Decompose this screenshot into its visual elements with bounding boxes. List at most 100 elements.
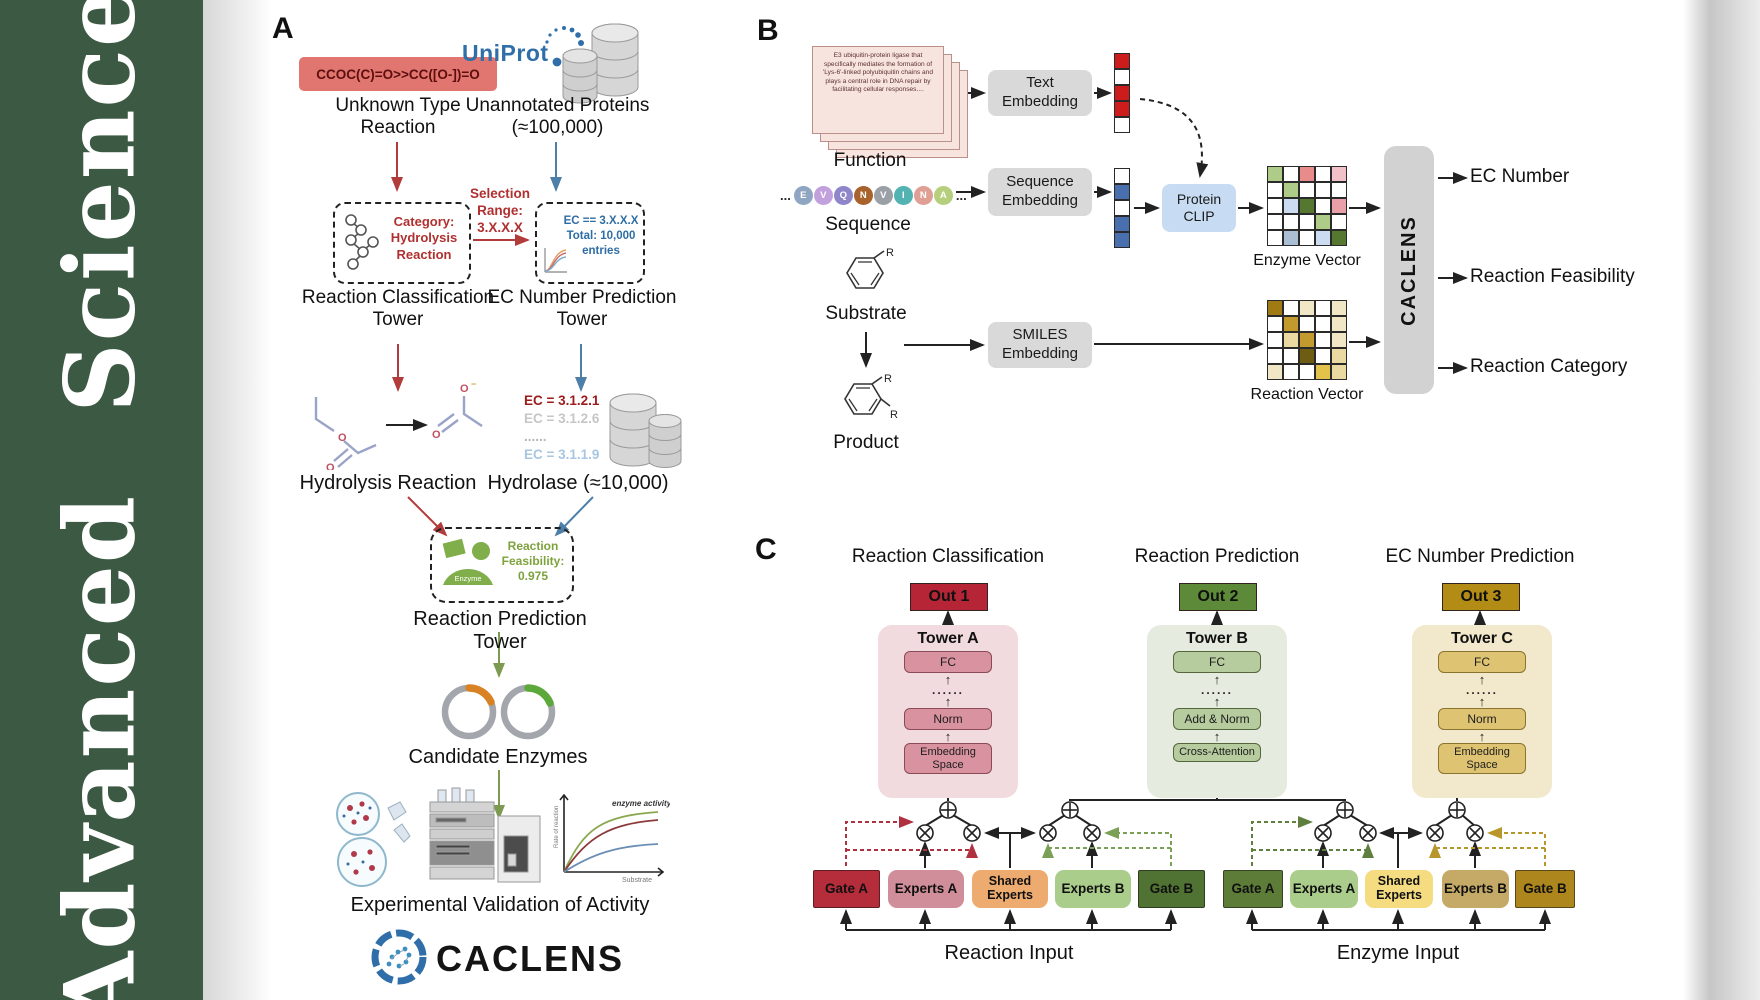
unknown-reaction-label: Unknown Type Reaction [335, 95, 461, 139]
enzyme-activity-plot: enzyme activity Rate of reaction Substra… [554, 793, 670, 884]
tower-c-embedding-space: Embedding Space [1438, 743, 1526, 775]
reaction-prediction-tower-label: Reaction Prediction Tower [413, 608, 587, 653]
sequence-embedding-vector [1114, 168, 1130, 248]
molecule-cluster-icon [345, 214, 379, 270]
svg-text:O: O [432, 429, 441, 441]
output-reaction-category: Reaction Category [1470, 356, 1628, 377]
tower-a-fc: FC [904, 651, 992, 673]
panel-c-label: C [755, 533, 777, 566]
acetate-molecule-icon: O − O [432, 379, 483, 441]
product-molecule-icon: R R [844, 373, 898, 421]
tower-a-dots: ...... [931, 683, 964, 697]
svg-text:−: − [471, 379, 476, 389]
up-arrow-icon: ↑ [1213, 729, 1221, 744]
protein-database-icon-small [562, 48, 598, 104]
experimental-validation-label: Experimental Validation of Activity [350, 894, 650, 916]
ester-molecule-icon: O O [314, 397, 377, 470]
tower-b: Tower B FC ↑ ...... ↑ Add & Norm ↑ Cross… [1147, 625, 1287, 798]
tower-c-dots: ...... [1465, 683, 1498, 697]
enzyme-vector-label: Enzyme Vector [1253, 252, 1361, 269]
reaction-experts-b: Experts B [1055, 870, 1131, 908]
tower-c-fc: FC [1438, 651, 1526, 673]
page-left-shadow [203, 0, 273, 1000]
panel-b-label: B [757, 14, 779, 47]
product-label: Product [833, 432, 899, 453]
reaction-smiles-box: CCOC(C)=O>>CC([O-])=O [299, 57, 497, 91]
enzyme-gate-a: Gate A [1223, 870, 1283, 908]
substrate-label: Substrate [825, 303, 907, 324]
tower-c: Tower C FC ↑ ...... ↑ Norm ↑ Embedding S… [1412, 625, 1552, 798]
up-arrow-icon: ↑ [944, 694, 952, 709]
feasibility-box: Enzyme Reaction Feasibility: 0.975 [430, 527, 574, 603]
ellipsis-left: ... [780, 188, 791, 203]
protein-clip-box: Protein CLIP [1162, 184, 1236, 232]
tower-b-fc: FC [1173, 651, 1261, 673]
hydrolysis-reaction-label: Hydrolysis Reaction [299, 472, 477, 494]
hydrolase-label: Hydrolase (≈10,000) [487, 472, 669, 494]
sequence-label: Sequence [825, 214, 911, 235]
unannotated-proteins-label: Unannotated Proteins (≈100,000) [465, 95, 650, 139]
caclens-model-box: CACLENS [1384, 146, 1434, 394]
panel-a-label: A [272, 12, 294, 45]
curves-plot-icon [544, 248, 567, 273]
amino-acid-Q: Q [833, 186, 853, 205]
function-cards: E3 ubiquitin-protein ligase that specifi… [812, 46, 972, 162]
protein-database-icon [591, 23, 639, 97]
amino-acid-N: N [913, 186, 933, 205]
ec-total-label: EC == 3.X.X.X Total: 10,000 entries [563, 215, 639, 257]
up-arrow-icon: ↑ [1213, 672, 1221, 687]
hplc-instrument-icon [429, 787, 541, 883]
enzyme-experts-a: Experts A [1290, 870, 1358, 908]
journal-title: Advanced Science [43, 0, 157, 1000]
ec-number-prediction-tower-label: EC Number Prediction Tower [487, 287, 677, 331]
tower-b-cross-attention: Cross-Attention [1173, 743, 1261, 762]
reaction-experts-a: Experts A [888, 870, 964, 908]
reaction-category-box: Category: Hydrolysis Reaction [333, 202, 471, 284]
candidate-enzymes-label: Candidate Enzymes [408, 746, 588, 768]
page-right-shadow [1683, 0, 1760, 1000]
smiles-embedding-box: SMILES Embedding [988, 322, 1092, 368]
tower-c-norm: Norm [1438, 708, 1526, 730]
up-arrow-icon: ↑ [1478, 729, 1486, 744]
out2-box: Out 2 [1179, 583, 1257, 611]
svg-text:enzyme activity: enzyme activity [612, 799, 670, 808]
hydrolase-database-icon-small [648, 414, 682, 468]
amino-acid-V: V [873, 186, 893, 205]
function-label: Function [833, 150, 907, 171]
text-embedding-box: Text Embedding [988, 70, 1092, 116]
enzyme-gate-b: Gate B [1515, 870, 1575, 908]
tower-a-norm: Norm [904, 708, 992, 730]
heading-reaction-prediction: Reaction Prediction [1134, 546, 1300, 567]
tower-b-title: Tower B [1186, 630, 1248, 647]
enzyme-shared-experts: Shared Experts [1365, 870, 1433, 908]
amino-acid-V: V [813, 186, 833, 205]
up-arrow-icon: ↑ [1478, 672, 1486, 687]
svg-text:O: O [460, 383, 469, 395]
reaction-classification-tower-label: Reaction Classification Tower [301, 287, 495, 331]
reaction-vector-matrix [1267, 300, 1347, 380]
plasmid-icons [441, 684, 556, 740]
svg-text:Enzyme: Enzyme [454, 574, 481, 583]
caclens-model-label: CACLENS [1397, 214, 1420, 326]
sequence-embedding-box: Sequence Embedding [988, 168, 1092, 216]
amino-acid-N: N [853, 186, 873, 205]
amino-acid-A: A [933, 186, 953, 205]
selection-range-label: Selection Range: 3.X.X.X [469, 186, 531, 235]
uniprot-logo: UniProt [462, 40, 549, 66]
ec-result-list: EC = 3.1.2.1 EC = 3.1.2.6...... EC = 3.1.1… [524, 393, 600, 462]
heading-reaction-classification: Reaction Classification [851, 546, 1045, 567]
text-embedding-vector [1114, 53, 1130, 133]
sample-prep-icon [336, 792, 411, 887]
amino-acid-E: E [793, 186, 813, 205]
up-arrow-icon: ↑ [1478, 694, 1486, 709]
multiply-node-icon [916, 824, 1484, 842]
up-arrow-icon: ↑ [944, 729, 952, 744]
svg-text:Rate of reaction: Rate of reaction [554, 806, 560, 848]
out3-box: Out 3 [1442, 583, 1520, 611]
reaction-vector-label: Reaction Vector [1250, 386, 1364, 403]
enzyme-icon: Enzyme [442, 538, 493, 585]
reaction-input-label: Reaction Input [944, 942, 1074, 964]
